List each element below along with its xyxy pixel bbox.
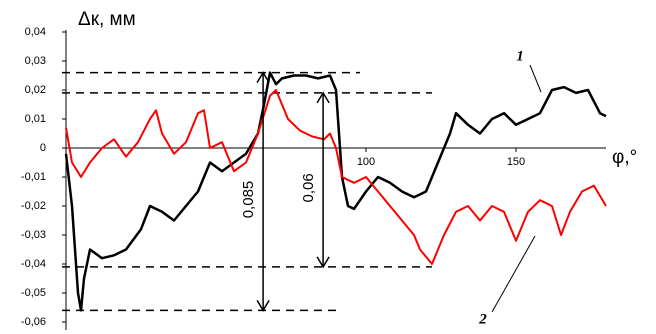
arrow-head <box>256 71 270 83</box>
y-tick-label: -0,03 <box>21 229 46 241</box>
x-tick-label: 100 <box>357 156 375 168</box>
series-line <box>64 71 607 312</box>
leader-line <box>491 235 536 313</box>
y-tick-label: -0,06 <box>21 316 46 328</box>
x-axis-label: φ,° <box>612 147 637 168</box>
y-tick-label: 0,03 <box>25 55 46 67</box>
y-tick-label: -0,02 <box>21 200 46 212</box>
y-tick-label: 0 <box>40 142 46 154</box>
series-line <box>65 89 607 265</box>
arrow-head <box>256 300 270 312</box>
y-tick-label: 0,04 <box>25 26 46 38</box>
y-tick-label: 0,01 <box>25 113 46 125</box>
x-tick-label: 150 <box>507 156 525 168</box>
y-tick-label: 0,02 <box>25 84 46 96</box>
arrow-head <box>316 91 330 104</box>
dimension-label: 0,085 <box>240 181 257 219</box>
y-tick-label: -0,01 <box>21 171 46 183</box>
y-tick-label: -0,04 <box>21 258 46 270</box>
y-tick-label: -0,05 <box>21 287 46 299</box>
dimension-label: 0,06 <box>300 173 317 202</box>
series-label: 2 <box>478 311 487 327</box>
y-axis-label: Δк, мм <box>78 9 136 30</box>
leader-line <box>529 64 542 93</box>
series-label: 1 <box>516 48 524 64</box>
arrow-head <box>316 256 330 269</box>
